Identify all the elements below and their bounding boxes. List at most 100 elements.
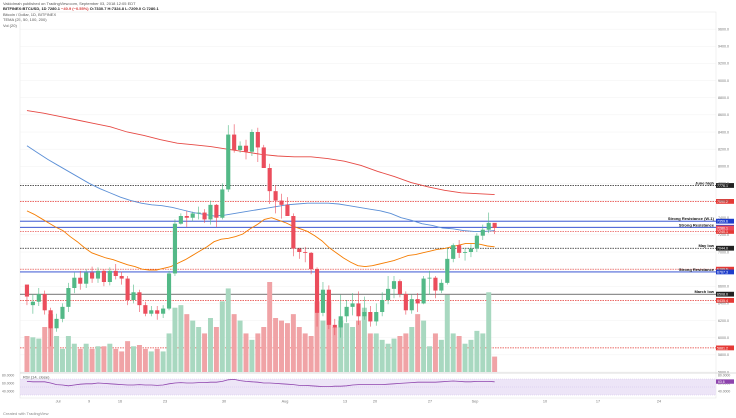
candle [166,270,172,311]
volume-bar [136,345,142,372]
plot-frame [19,11,717,399]
candle-body [78,277,83,284]
volume-bar [113,348,119,372]
tradingview-logo[interactable]: Created with TradingView [3,411,49,416]
candle-body [267,168,272,192]
ohlc-values: O:7330.7 H:7324.8 L:7209.0 C:7280.1 [89,6,159,12]
time-tick: 17 [596,400,600,404]
volume-bar [160,351,166,372]
candle [95,267,101,283]
candle [72,272,77,294]
volume-bar [261,327,267,372]
candle-body [433,277,438,291]
candle [320,282,326,317]
candle [48,307,53,347]
price-tick: 8200.0 [718,147,729,151]
author[interactable]: VakioImah [3,1,22,6]
candle [172,219,178,276]
candle-body [101,270,106,282]
candle [415,293,420,312]
candle [291,213,296,257]
candle-body [166,273,172,309]
level-tag-1 [716,199,734,204]
rsi-tick-left: 80.0000 [2,373,14,377]
price-tick: 8000.0 [718,165,729,169]
volume-bar [273,318,279,372]
candle-body [492,222,497,228]
volume-bar [77,348,83,372]
candle [42,290,47,315]
rsi-line [26,378,495,388]
candle-body [462,252,468,253]
candle [161,305,166,318]
volume-bar [148,351,154,372]
candle-body [356,303,361,317]
volume-bar [166,333,172,372]
indicator-tema[interactable]: TEMA (25, 50, 100, 200) [3,17,47,23]
volume-bar [486,292,492,372]
candle [486,212,491,234]
candle [468,244,474,258]
volume-bar [101,346,107,372]
candle [243,139,249,160]
candle [427,270,432,295]
volume-bar [450,333,456,372]
candle [261,144,266,168]
candle-body [190,213,195,218]
volume-bar [225,288,231,372]
candle-body [344,306,349,317]
candle-body [131,292,136,300]
candle [332,318,337,336]
volume-bar [332,327,338,372]
volume-bar [314,301,320,372]
candles [24,124,497,347]
candle-body [338,316,343,328]
price-tick: 9200.0 [718,62,729,66]
price-tick: 7800.0 [718,182,729,186]
candle-body [285,204,290,216]
time-tick: Aug [282,400,289,404]
level-value-9: 6435.4 [717,299,728,303]
candle-body [409,299,414,311]
indicator-vol[interactable]: Vol (20) [3,22,17,28]
volume-bar [202,333,208,372]
candle-body [60,306,65,319]
candle-body [397,281,402,294]
ohlc-close: 7280.1 [47,6,60,12]
volume-bar [415,314,421,372]
price-tick: 6600.0 [718,285,729,289]
candle [78,270,83,290]
candle-body [468,248,474,252]
rsi-label: RSI (14, close) [23,375,50,380]
price-tick: 8400.0 [718,130,729,134]
candle [368,306,373,327]
time-tick: 20 [373,400,377,404]
volume-bar [190,320,196,372]
time-tick: 10 [543,400,547,404]
volume-bar [308,336,314,372]
moving-averages [26,110,495,271]
candle [314,267,320,327]
volume-bar [213,327,219,372]
volume-bar [267,282,273,372]
candle [356,291,361,325]
candle-body [125,278,130,300]
level-label-8: March low [694,289,714,294]
rsi-value: 63.6 [718,380,725,384]
volume-bar [302,333,308,372]
candle [409,294,414,314]
candle [386,276,391,305]
rsi-tick-left: 40.0000 [2,389,14,393]
level-label-2: Strong Resistance (W-1) [668,216,715,221]
time-tick: Sep [472,400,479,404]
candle [338,294,343,338]
price-tick: 6000.0 [718,336,729,340]
candle-body [374,312,379,322]
price-tick: 9000.0 [718,79,729,83]
level-label-0: June high [695,180,714,185]
chart-header: VakioImah published on TradingView.com, … [3,1,159,28]
candle [309,252,314,275]
candle-body [149,310,154,314]
last-price-label: 7280.1 [717,226,728,230]
